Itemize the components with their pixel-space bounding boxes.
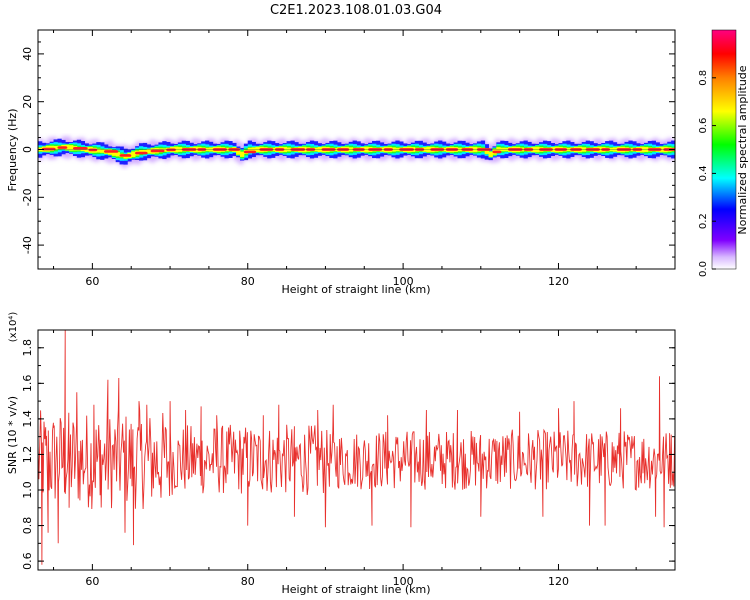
colorbar-tick-label: 0.2 <box>698 213 709 229</box>
band-cell <box>53 145 58 150</box>
band-cell <box>162 148 167 152</box>
band-cell <box>146 148 152 154</box>
band-cell <box>675 147 679 152</box>
core-segment <box>119 154 132 157</box>
band-cell <box>69 145 74 151</box>
y-tick-label: 1.4 <box>21 410 34 428</box>
y-tick-label: 1.8 <box>21 339 34 357</box>
core-segment <box>104 150 119 153</box>
colorbar-tick-label: 0.0 <box>698 261 709 277</box>
colorbar-label: Normalized spectral amplitude <box>736 65 749 234</box>
band-cell <box>96 148 101 153</box>
core-segment <box>150 149 165 153</box>
x-tick-label: 80 <box>241 275 255 288</box>
core-segment <box>243 150 257 154</box>
band-cell <box>100 149 105 153</box>
band-cell <box>239 151 245 157</box>
y-tick-label: 1.6 <box>21 375 34 393</box>
x-tick-label: 60 <box>85 275 99 288</box>
band-cell <box>484 149 489 154</box>
figure-title: C2E1.2023.108.01.03.G04 <box>270 3 442 18</box>
y-tick-label: -20 <box>21 188 34 206</box>
snr-panel: 60 80 100 120 0.6 0.8 1.0 1.2 1.4 1.6 1.8 Height o… <box>6 312 676 596</box>
y-tick-label: 0.8 <box>21 517 34 535</box>
colorbar-tick-label: 0.6 <box>698 118 709 134</box>
band-cell <box>115 152 120 157</box>
x-tick-label: 120 <box>548 275 569 288</box>
core-segment <box>135 151 148 155</box>
band-cell <box>111 150 117 156</box>
band-cell <box>131 151 136 158</box>
band-cell <box>675 145 679 153</box>
y-tick-label: 0.6 <box>21 552 34 570</box>
x-tick-label: 60 <box>85 575 99 588</box>
colorbar-gradient <box>711 29 737 270</box>
core-segment <box>88 148 98 152</box>
y-tick-label: -40 <box>21 236 34 254</box>
x-tick-label: 120 <box>548 575 569 588</box>
core-segment <box>57 146 68 149</box>
colorbar-tick-label: 0.8 <box>698 70 709 86</box>
spectrogram-panel: 60 80 100 120 -40 -20 0 20 40 Height of straight… <box>6 29 679 296</box>
snr-x-label: Height of straight line (km) <box>281 583 430 596</box>
snr-series-line <box>38 330 675 565</box>
band-cell <box>142 149 148 154</box>
core-segment <box>72 146 88 150</box>
colorbar-tick-label: 0.4 <box>698 165 709 181</box>
y-tick-label: 20 <box>21 95 34 109</box>
band-cell <box>236 149 241 155</box>
snr-y-multiplier: (x10⁴) <box>8 312 19 343</box>
y-tick-label: 0 <box>21 146 34 153</box>
snr-frame <box>37 329 676 571</box>
x-tick-label: 100 <box>393 575 414 588</box>
band-cell <box>675 141 679 157</box>
colorbar: 0.0 0.2 0.4 0.6 0.8 Normalized spectral ampl… <box>698 29 749 277</box>
y-tick-label: 1.0 <box>21 481 34 499</box>
x-tick-label: 80 <box>241 575 255 588</box>
spectrogram-x-label: Height of straight line (km) <box>281 283 430 296</box>
y-tick-label: 40 <box>21 47 34 61</box>
band-cell <box>675 148 679 152</box>
band-cell <box>488 151 493 157</box>
x-tick-label: 100 <box>393 275 414 288</box>
core-segment <box>492 150 502 154</box>
y-tick-label: 1.2 <box>21 446 34 464</box>
spectrogram-y-label: Frequency (Hz) <box>6 109 19 192</box>
snr-y-label: SNR (10 * v/v) <box>6 396 19 474</box>
